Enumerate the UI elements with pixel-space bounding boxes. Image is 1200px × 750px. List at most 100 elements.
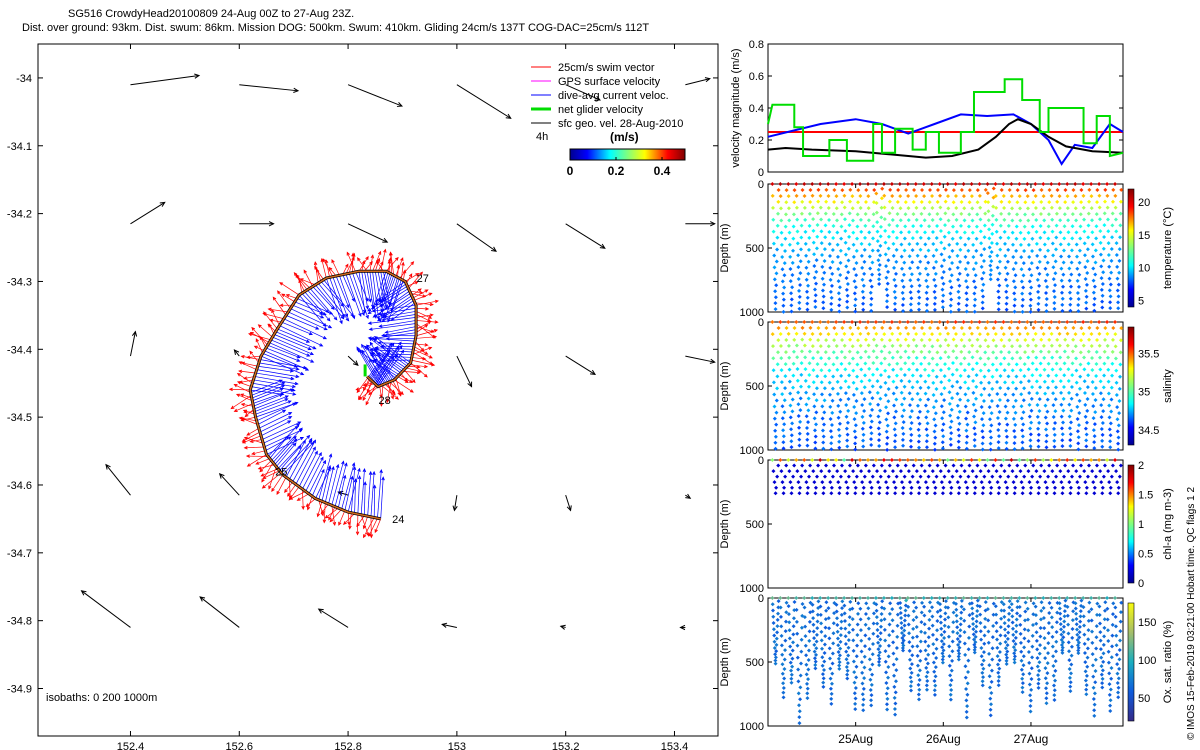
data-point — [903, 349, 908, 354]
data-point — [894, 247, 899, 252]
data-point — [806, 247, 811, 252]
data-point — [834, 609, 839, 614]
data-point — [799, 625, 804, 630]
swim-vector-head — [268, 485, 272, 490]
data-point — [940, 645, 945, 650]
data-point — [862, 397, 867, 402]
data-point — [797, 491, 802, 496]
swim-vector-head — [424, 324, 429, 328]
data-point — [1011, 392, 1016, 397]
data-point — [866, 596, 871, 600]
data-point — [821, 667, 826, 672]
data-point — [831, 631, 836, 636]
data-point — [802, 320, 807, 324]
swim-vector-head — [347, 521, 351, 526]
data-point — [1102, 617, 1107, 622]
data-point — [1086, 373, 1091, 378]
data-point — [1038, 625, 1043, 630]
data-point — [1023, 609, 1028, 614]
data-point — [941, 410, 946, 415]
data-point — [770, 596, 775, 600]
swim-vector-head — [370, 254, 375, 259]
data-point — [884, 275, 889, 280]
depth-frame — [767, 597, 1124, 727]
geo-vector-head — [467, 381, 473, 388]
data-point — [1085, 385, 1090, 390]
data-point — [950, 658, 955, 663]
data-point — [1089, 458, 1094, 462]
data-point — [887, 463, 892, 468]
data-point — [797, 300, 802, 305]
data-point — [1069, 384, 1074, 389]
data-point — [899, 254, 904, 259]
data-point — [1081, 343, 1086, 348]
data-point — [986, 356, 991, 361]
data-point — [771, 469, 776, 474]
data-point — [796, 253, 801, 258]
swim-vector-head — [431, 362, 436, 367]
current-vector-head — [312, 346, 317, 350]
legend-label: dive-avg current veloc. — [558, 90, 669, 102]
data-point — [851, 368, 856, 373]
data-point — [818, 604, 823, 609]
data-point — [867, 230, 872, 235]
swim-vector-head — [279, 303, 284, 308]
data-point — [1002, 380, 1007, 385]
data-point — [1076, 284, 1081, 289]
map-frame — [37, 43, 719, 737]
data-point — [861, 697, 866, 702]
data-point — [999, 326, 1004, 331]
data-point — [778, 605, 783, 610]
data-point — [886, 387, 891, 392]
data-point — [1061, 396, 1066, 401]
data-point — [928, 325, 933, 330]
swim-vector — [258, 464, 275, 470]
data-point — [861, 283, 866, 288]
data-point — [969, 601, 974, 606]
current-vector — [260, 355, 304, 375]
current-vector — [350, 467, 356, 513]
data-point — [886, 374, 891, 379]
current-vector-head — [378, 324, 383, 328]
current-vector — [280, 440, 312, 474]
data-point — [980, 491, 985, 496]
data-point — [814, 281, 819, 286]
data-point — [832, 338, 837, 343]
data-point — [997, 410, 1002, 415]
data-point — [939, 392, 944, 397]
data-point — [916, 439, 921, 444]
data-point — [1067, 426, 1072, 431]
data-point — [972, 291, 977, 296]
data-point — [831, 641, 836, 646]
data-point — [1093, 272, 1098, 277]
data-point — [788, 644, 793, 649]
data-point — [1020, 303, 1025, 308]
data-point — [894, 385, 899, 390]
current-vector — [254, 376, 298, 385]
data-point — [1062, 609, 1067, 614]
geo-vector-head — [199, 596, 206, 602]
swim-vector-head — [428, 315, 433, 319]
data-point — [802, 596, 807, 600]
data-point — [894, 645, 899, 650]
data-point — [819, 241, 824, 246]
data-point — [942, 629, 947, 634]
data-point — [963, 380, 968, 385]
swim-vector — [363, 516, 368, 529]
data-point — [1105, 617, 1110, 622]
data-point — [918, 658, 923, 663]
swim-vector — [271, 474, 284, 492]
data-point — [1090, 254, 1095, 259]
data-point — [1021, 654, 1026, 659]
data-point — [909, 670, 914, 675]
y-tick-label: 500 — [746, 243, 764, 255]
data-point — [989, 250, 994, 255]
data-point — [820, 253, 825, 258]
data-point — [1036, 677, 1041, 682]
data-point — [1063, 200, 1068, 205]
data-point — [938, 602, 943, 607]
track-day-label: 28 — [379, 395, 391, 407]
data-point — [906, 469, 911, 474]
data-point — [1076, 297, 1081, 302]
data-point — [940, 416, 945, 421]
